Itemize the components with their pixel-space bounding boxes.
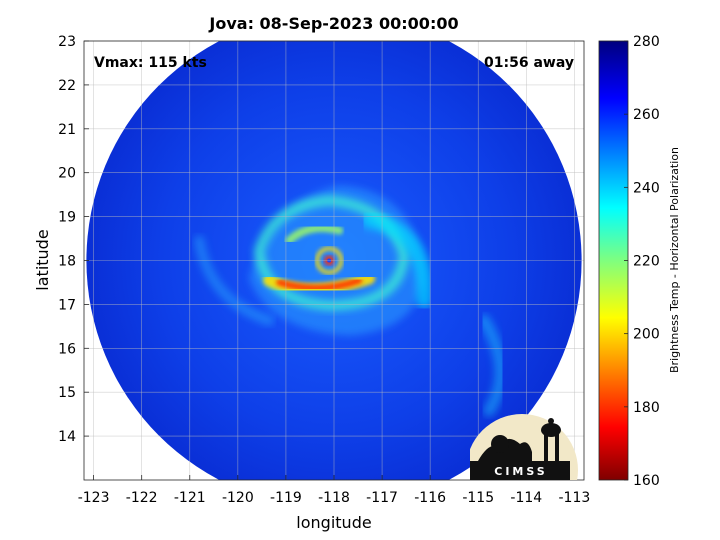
vmax-annotation: Vmax: 115 kts [94,55,207,71]
x-tick-label: -117 [366,490,398,506]
x-tick-label: -113 [558,490,590,506]
colorbar-tick-label: 260 [633,107,660,123]
colorbar-tick-label: 240 [633,180,660,196]
y-tick-label: 21 [58,122,76,138]
grid-lines [84,40,584,480]
x-axis-label: longitude [296,513,371,532]
colorbar-tick-label: 200 [633,327,660,343]
chart-title: Jova: 08-Sep-2023 00:00:00 [209,14,459,33]
y-tick-label: 23 [58,34,76,50]
logo-text: CIMSS [494,465,547,478]
y-tick-label: 14 [58,429,76,445]
colorbar-tick-label: 160 [633,473,660,489]
y-tick-label: 17 [58,297,76,313]
colorbar-ticks: 160 180 200 220 240 260 280 [624,34,660,489]
y-tick-label: 18 [58,254,76,270]
y-axis-ticks: 14 15 16 17 18 19 20 21 22 23 [58,34,89,445]
x-axis-ticks: -123 -122 -121 -120 -119 -118 -117 -116 -115 -114… [78,475,590,506]
y-tick-label: 19 [58,210,76,226]
y-tick-label: 16 [58,341,76,357]
colorbar [598,40,629,481]
colorbar-tick-label: 280 [633,34,660,50]
x-tick-label: -114 [510,490,542,506]
x-tick-label: -116 [414,490,446,506]
x-tick-label: -119 [270,490,302,506]
x-tick-label: -123 [78,490,110,506]
y-tick-label: 22 [58,78,76,94]
x-tick-label: -122 [126,490,158,506]
x-tick-label: -121 [174,490,206,506]
y-axis-label: latitude [33,229,52,290]
y-tick-label: 20 [58,166,76,182]
x-tick-label: -120 [222,490,254,506]
y-tick-label: 15 [58,385,76,401]
x-tick-label: -115 [462,490,494,506]
x-tick-label: -118 [318,490,350,506]
time-away-annotation: 01:56 away [484,55,574,71]
colorbar-label: Brightness Temp - Horizontal Polarizatio… [668,147,681,373]
colorbar-tick-label: 220 [633,254,660,270]
colorbar-tick-label: 180 [633,400,660,416]
cimss-logo: CIMSS [470,414,578,480]
